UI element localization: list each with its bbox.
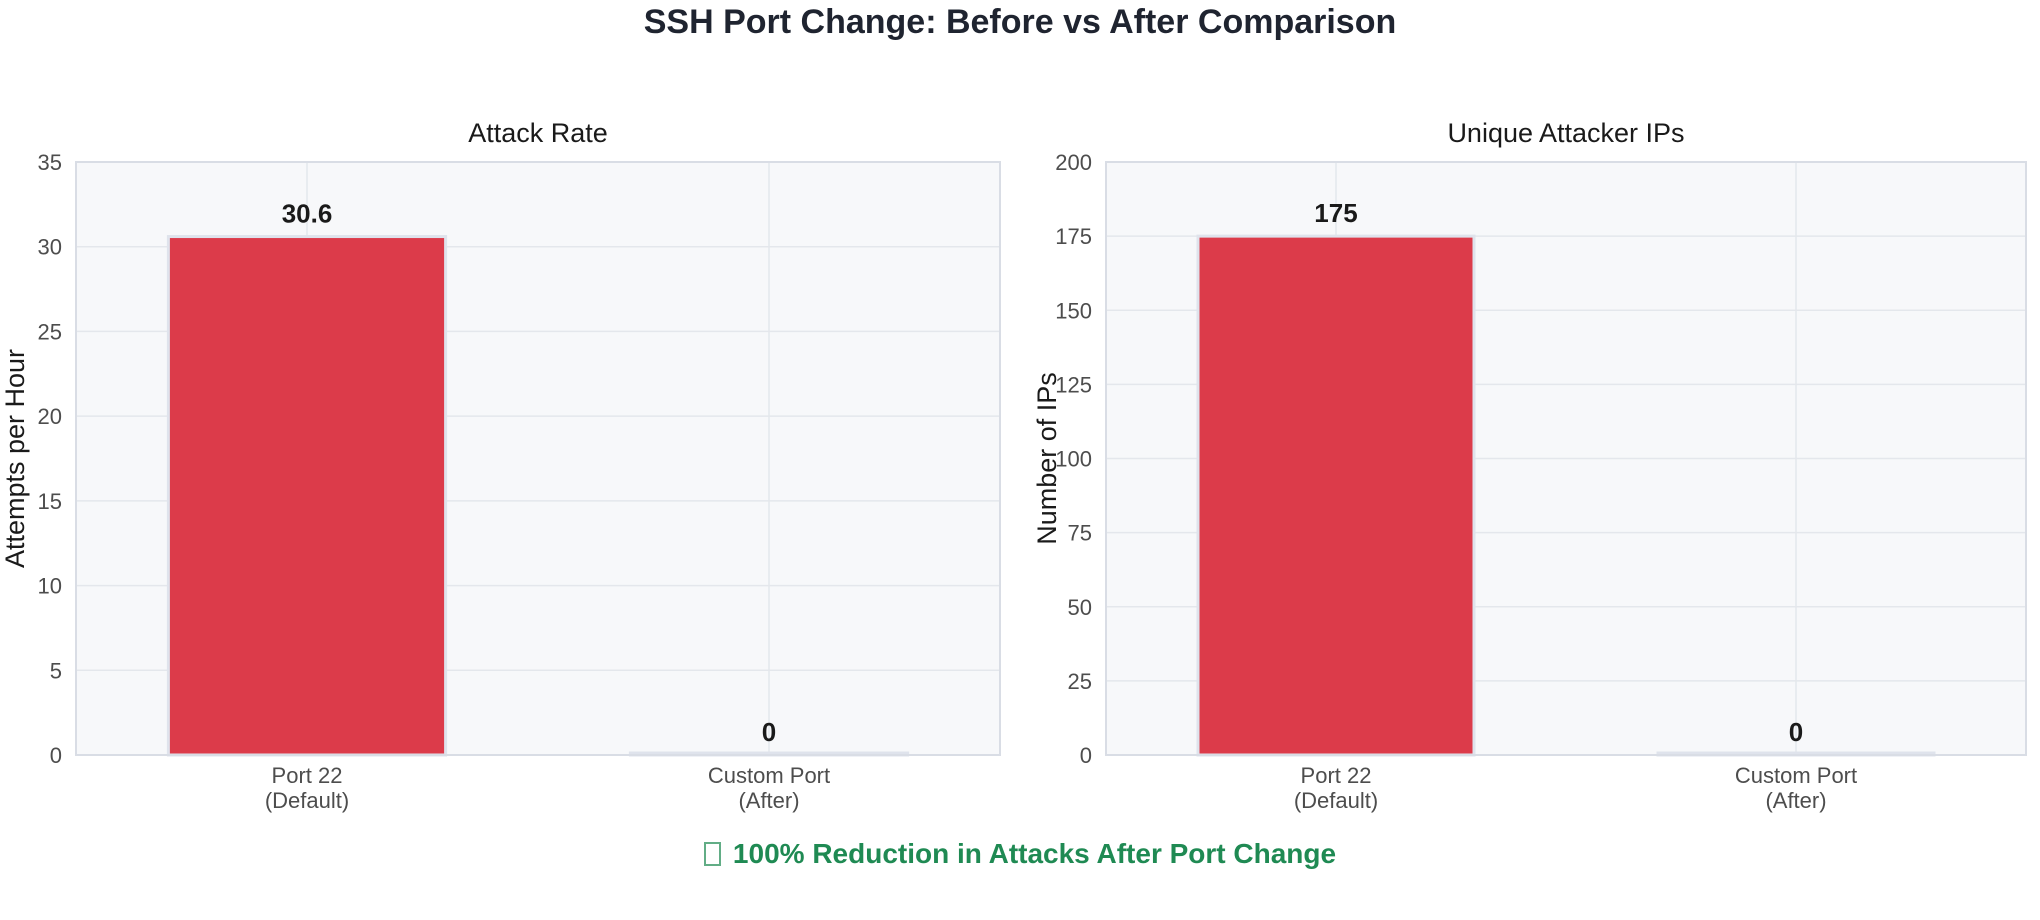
plot-frame xyxy=(75,161,1001,756)
y-tick-label: 15 xyxy=(38,489,62,514)
y-tick-label: 75 xyxy=(1068,521,1092,546)
y-axis-label: Attempts per Hour xyxy=(0,349,30,568)
y-tick-label: 125 xyxy=(1055,372,1092,397)
bar xyxy=(1196,234,1476,757)
y-tick-label: 200 xyxy=(1055,150,1092,175)
figure: SSH Port Change: Before vs After Compari… xyxy=(0,3,2040,874)
x-tick-label: Port 22 (Default) xyxy=(1294,763,1378,813)
y-axis-label: Number of IPs xyxy=(1032,372,1062,545)
x-tick-label: Port 22 (Default) xyxy=(265,763,349,813)
plot-frame xyxy=(1105,161,2027,756)
x-tick-label: Custom Port (After) xyxy=(1735,763,1857,813)
y-tick-label: 25 xyxy=(38,319,62,344)
y-tick-label: 50 xyxy=(1068,595,1092,620)
y-tick-label: 150 xyxy=(1055,298,1092,323)
chart-title: Attack Rate xyxy=(468,120,608,148)
y-tick-label: 20 xyxy=(38,404,62,429)
reduction-note: 100% Reduction in Attacks After Port Cha… xyxy=(0,834,2040,874)
attack-rate-chart: 30.6 0 0 5 10 15 20 25 30 35 Port 22 (Default) Custo… xyxy=(0,120,1001,813)
y-tick-label: 10 xyxy=(38,574,62,599)
bar-value-label: 0 xyxy=(762,717,776,747)
reduction-note-text: 100% Reduction in Attacks After Port Cha… xyxy=(732,838,1337,869)
y-tick-label: 175 xyxy=(1055,224,1092,249)
figure-title: SSH Port Change: Before vs After Compari… xyxy=(643,3,1397,41)
bar-value-label: 30.6 xyxy=(282,199,333,229)
x-tick-label: Custom Port (After) xyxy=(708,763,830,813)
y-tick-label: 5 xyxy=(50,658,62,683)
bar xyxy=(166,235,448,757)
y-tick-label: 25 xyxy=(1068,669,1092,694)
y-tick-label: 0 xyxy=(1080,743,1092,768)
check-icon xyxy=(703,842,721,866)
bar-value-label: 0 xyxy=(1789,717,1803,747)
unique-ips-chart: 175 0 0 25 50 75 100 125 150 175 200 Port 22 (Defaul… xyxy=(1032,120,2027,813)
y-tick-label: 35 xyxy=(38,150,62,175)
y-tick-label: 100 xyxy=(1055,447,1092,472)
y-tick-label: 0 xyxy=(50,743,62,768)
y-tick-label: 30 xyxy=(38,235,62,260)
bar-value-label: 175 xyxy=(1314,198,1357,228)
chart-title: Unique Attacker IPs xyxy=(1447,120,1684,148)
